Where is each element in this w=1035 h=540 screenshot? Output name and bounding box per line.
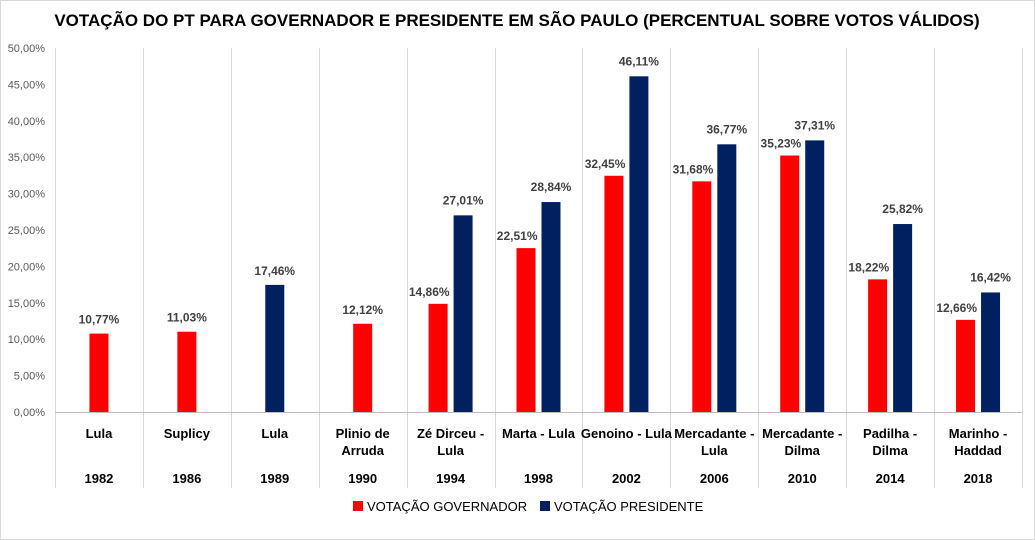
bar-presidente xyxy=(893,224,913,412)
legend: VOTAÇÃO GOVERNADOR VOTAÇÃO PRESIDENTE xyxy=(353,499,704,514)
data-label-governador: 12,66% xyxy=(936,301,977,315)
bar-governador xyxy=(780,155,800,412)
year-label: 1989 xyxy=(260,471,289,486)
bar-presidente xyxy=(629,76,649,412)
data-label-governador: 10,77% xyxy=(79,313,120,327)
bar-presidente xyxy=(805,140,825,413)
data-label-presidente: 27,01% xyxy=(443,193,484,207)
category-label: Dilma xyxy=(872,443,908,458)
category-label: Genoino - Lula xyxy=(581,426,673,441)
y-tick-label: 5,00% xyxy=(14,371,45,383)
category-label: Lula xyxy=(437,443,464,458)
y-tick-label: 0,00% xyxy=(14,407,45,419)
data-label-governador: 22,51% xyxy=(497,229,538,243)
y-tick-label: 10,00% xyxy=(8,334,46,346)
y-tick-label: 50,00% xyxy=(8,43,46,55)
data-label-presidente: 46,11% xyxy=(619,54,659,68)
year-label: 2006 xyxy=(700,471,729,486)
year-label: 1982 xyxy=(84,471,113,486)
data-label-governador: 12,12% xyxy=(342,303,383,317)
category-label: Marinho - xyxy=(949,426,1008,441)
bar-presidente xyxy=(265,284,285,412)
year-label: 2002 xyxy=(612,471,641,486)
category-label: Arruda xyxy=(341,443,384,458)
bar-governador xyxy=(177,331,197,412)
bar-presidente xyxy=(717,144,737,413)
category-label: Zé Dirceu - xyxy=(417,426,484,441)
bar-governador xyxy=(516,248,536,412)
bar-presidente xyxy=(981,292,1001,412)
category-label: Dilma xyxy=(785,443,821,458)
year-label: 1986 xyxy=(172,471,201,486)
legend-swatch-governador xyxy=(353,501,363,511)
legend-swatch-presidente xyxy=(540,501,550,511)
data-label-presidente: 25,82% xyxy=(882,202,923,216)
category-label: Lula xyxy=(701,443,728,458)
bar-governador xyxy=(604,175,624,412)
legend-label-presidente: VOTAÇÃO PRESIDENTE xyxy=(554,499,704,514)
data-label-presidente: 36,77% xyxy=(706,122,747,136)
y-tick-label: 45,00% xyxy=(8,79,46,91)
category-label: Lula xyxy=(261,426,288,441)
legend-label-governador: VOTAÇÃO GOVERNADOR xyxy=(367,499,527,514)
y-tick-label: 35,00% xyxy=(8,152,46,164)
plot-area: 0,00% 5,00% 10,00% 15,00% 20,00% 25,00% 30,00%… xyxy=(8,43,1023,488)
category-label: Marta - Lula xyxy=(502,426,576,441)
year-label: 1994 xyxy=(436,471,466,486)
data-label-governador: 31,68% xyxy=(673,162,714,176)
category-label: Lula xyxy=(86,426,113,441)
y-tick-label: 15,00% xyxy=(8,298,46,310)
year-label: 2018 xyxy=(964,471,993,486)
category-label: Padilha - xyxy=(863,426,917,441)
bar-governador xyxy=(353,323,373,412)
data-label-presidente: 16,42% xyxy=(970,270,1011,284)
data-label-presidente: 37,31% xyxy=(794,118,835,132)
data-label-governador: 14,86% xyxy=(409,285,450,299)
y-tick-label: 20,00% xyxy=(8,261,46,273)
bar-governador xyxy=(956,319,976,412)
y-tick-label: 40,00% xyxy=(8,116,46,128)
category-label: Haddad xyxy=(954,443,1002,458)
bar-governador xyxy=(89,333,109,412)
bar-governador xyxy=(692,181,712,412)
year-label: 2010 xyxy=(788,471,817,486)
bar-governador xyxy=(868,279,888,412)
year-label: 2014 xyxy=(876,471,906,486)
category-label: Mercadante - xyxy=(674,426,754,441)
bar-presidente xyxy=(453,215,473,412)
bar-governador xyxy=(428,303,448,412)
data-label-governador: 35,23% xyxy=(761,137,802,151)
year-label: 1998 xyxy=(524,471,553,486)
data-label-presidente: 28,84% xyxy=(531,180,572,194)
chart-title: VOTAÇÃO DO PT PARA GOVERNADOR E PRESIDEN… xyxy=(54,10,979,30)
y-tick-label: 25,00% xyxy=(8,225,46,237)
data-label-governador: 11,03% xyxy=(167,311,207,325)
y-tick-label: 30,00% xyxy=(8,189,46,201)
year-label: 1990 xyxy=(348,471,377,486)
data-label-governador: 32,45% xyxy=(585,157,626,171)
category-label: Plinio de xyxy=(336,426,390,441)
data-label-governador: 18,22% xyxy=(848,260,889,274)
bar-presidente xyxy=(541,202,561,412)
category-label: Suplicy xyxy=(164,426,211,441)
data-label-presidente: 17,46% xyxy=(254,264,295,278)
category-label: Mercadante - xyxy=(762,426,842,441)
